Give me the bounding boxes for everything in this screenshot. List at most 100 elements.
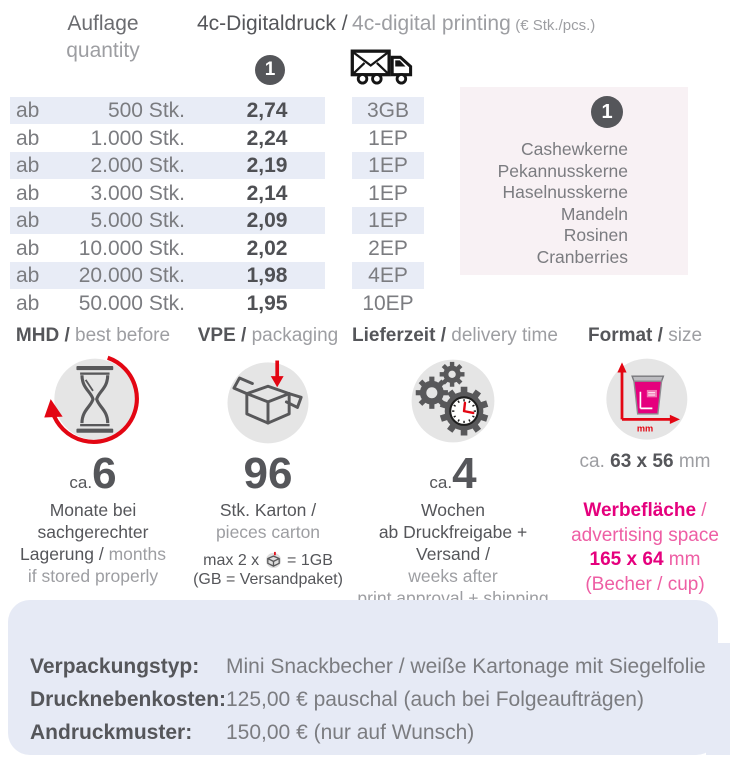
title-english: 4c-digital printing	[352, 12, 511, 35]
heading-de: Lieferzeit /	[352, 325, 452, 346]
row-highlight-ship	[352, 262, 424, 289]
row-prefix: ab	[16, 292, 40, 315]
size-prefix: ca.	[579, 451, 611, 472]
row-quantity: 500 Stk.	[107, 99, 185, 122]
format-icon-area: mm	[556, 355, 730, 447]
table-row: ab 50.000 Stk. 1,95 10EP	[0, 290, 460, 317]
heading-de: Format /	[587, 325, 669, 346]
column-heading: Format / size	[556, 326, 730, 346]
row-highlight-ship	[352, 152, 424, 179]
heading-en: size	[668, 325, 703, 346]
row-price: 1,98	[246, 264, 288, 287]
row-quantity: 10.000 Stk.	[78, 237, 185, 260]
desc-line-de: Lagerung /	[20, 544, 109, 564]
heading-en: packaging	[251, 325, 339, 346]
row-prefix: ab	[16, 182, 40, 205]
packaging-icon-area	[182, 355, 354, 447]
row-shipping: 1EP	[368, 209, 408, 232]
delivery-description: Wochen ab Druckfreigabe + Versand / week…	[352, 499, 554, 609]
row-prefix: ab	[16, 237, 40, 260]
value-number: 96	[243, 449, 293, 498]
row-prefix: ab	[16, 209, 40, 232]
heading-en: best before	[75, 325, 171, 346]
delivery-value: ca.4	[352, 449, 554, 499]
adv-title-en: advertising space	[571, 524, 719, 546]
row-quantity: 20.000 Stk.	[78, 264, 185, 287]
row-price: 1,95	[246, 292, 288, 315]
value-number: 6	[92, 449, 117, 498]
row-quantity: 2.000 Stk.	[90, 154, 185, 177]
row-shipping: 4EP	[368, 264, 408, 287]
footer-value: Mini Snackbecher / weiße Kartonage mit S…	[226, 655, 706, 678]
icon-mm-label: mm	[637, 423, 653, 433]
row-prefix: ab	[16, 264, 40, 287]
contents-box: 1 Cashewkerne Pekannusskerne Haselnusske…	[460, 87, 688, 275]
footer-value: 150,00 € (nur auf Wunsch)	[226, 721, 475, 744]
desc-line: Monate bei	[49, 500, 137, 520]
desc-line-de: Wochen	[421, 500, 485, 520]
row-highlight	[10, 207, 325, 234]
best-before-value: ca.6	[8, 449, 178, 499]
row-quantity: 1.000 Stk.	[90, 127, 185, 150]
footer-row: Drucknebenkosten: 125,00 € pauschal (auc…	[30, 683, 718, 716]
footer-info-box: Verpackungstyp: Mini Snackbecher / weiße…	[8, 600, 718, 755]
column-packaging: VPE / packaging 96 Stk. Karton / piece	[182, 326, 354, 589]
footer-label: Andruckmuster:	[30, 721, 193, 744]
column-delivery-time: Lieferzeit / delivery time	[352, 325, 558, 609]
list-item: Mandeln	[560, 203, 628, 224]
parcel-icon	[265, 551, 281, 569]
note-line2: (GB = Versandpaket)	[193, 571, 343, 588]
row-prefix: ab	[16, 154, 40, 177]
list-item: Rosinen	[563, 225, 628, 245]
row-price: 2,74	[246, 99, 288, 122]
adv-unit: mm	[663, 549, 701, 570]
best-before-icon-area	[8, 355, 178, 447]
list-item: Cashewkerne	[521, 139, 628, 159]
heading-en: delivery time	[451, 325, 558, 346]
row-prefix: ab	[16, 127, 40, 150]
packaging-description: Stk. Karton / pieces carton	[182, 499, 354, 543]
row-quantity: 5.000 Stk.	[90, 209, 185, 232]
row-shipping: 2EP	[368, 237, 408, 260]
footer-row: Andruckmuster: 150,00 € (nur auf Wunsch)	[30, 716, 718, 749]
table-row: ab 5.000 Stk. 2,09 1EP	[0, 207, 460, 234]
packaging-note: max 2 x = 1GB (GB = Versandpaket)	[182, 550, 354, 589]
row-price: 2,24	[246, 127, 288, 150]
packaging-value: 96	[182, 449, 354, 499]
quantity-label-en: quantity	[66, 39, 140, 62]
adv-value: 165 x 64	[589, 549, 664, 570]
row-quantity: 50.000 Stk.	[78, 292, 185, 315]
row-shipping: 1EP	[368, 182, 408, 205]
row-price: 2,19	[246, 154, 288, 177]
title-unit: (€ Stk./pcs.)	[515, 17, 596, 34]
column-heading: MHD / best before	[8, 326, 178, 346]
title-german: 4c-Digitaldruck /	[197, 12, 348, 35]
carton-box-icon	[227, 360, 309, 444]
footer-value: 125,00 € pauschal (auch bei Folgeaufträg…	[226, 688, 644, 711]
desc-line: sachgerechter	[37, 522, 149, 542]
row-shipping: 10EP	[362, 292, 414, 315]
column-heading: Lieferzeit / delivery time	[352, 325, 558, 346]
footnote-1-badge: 1	[255, 55, 285, 85]
desc-line-de: ab Druckfreigabe + Versand /	[378, 522, 528, 564]
row-highlight-ship	[352, 97, 424, 124]
heading-de: MHD /	[15, 325, 76, 346]
adv-note: (Becher / cup)	[585, 573, 705, 595]
advertising-space-block: Werbefläche / advertising space 165 x 64…	[556, 499, 730, 597]
page-title: 4c-Digitaldruck / 4c-digital printing (€…	[197, 12, 595, 36]
row-price: 2,14	[246, 182, 288, 205]
table-row: ab 1.000 Stk. 2,24 1EP	[0, 125, 460, 152]
delivery-icon-area	[352, 355, 554, 447]
row-highlight-ship	[352, 207, 424, 234]
desc-line-en: pieces carton	[215, 522, 321, 542]
cup-dimensions-icon: mm	[606, 358, 688, 440]
quantity-column-header: Auflage quantity	[28, 10, 178, 64]
best-before-description: Monate bei sachgerechter Lagerung / mont…	[8, 499, 178, 587]
row-highlight	[10, 262, 325, 289]
table-row: ab 2.000 Stk. 2,19 1EP	[0, 152, 460, 179]
value-prefix: ca.	[429, 473, 453, 492]
table-row: ab 3.000 Stk. 2,14 1EP	[0, 180, 460, 207]
footer-row: Verpackungstyp: Mini Snackbecher / weiße…	[30, 650, 718, 683]
row-shipping: 1EP	[368, 154, 408, 177]
